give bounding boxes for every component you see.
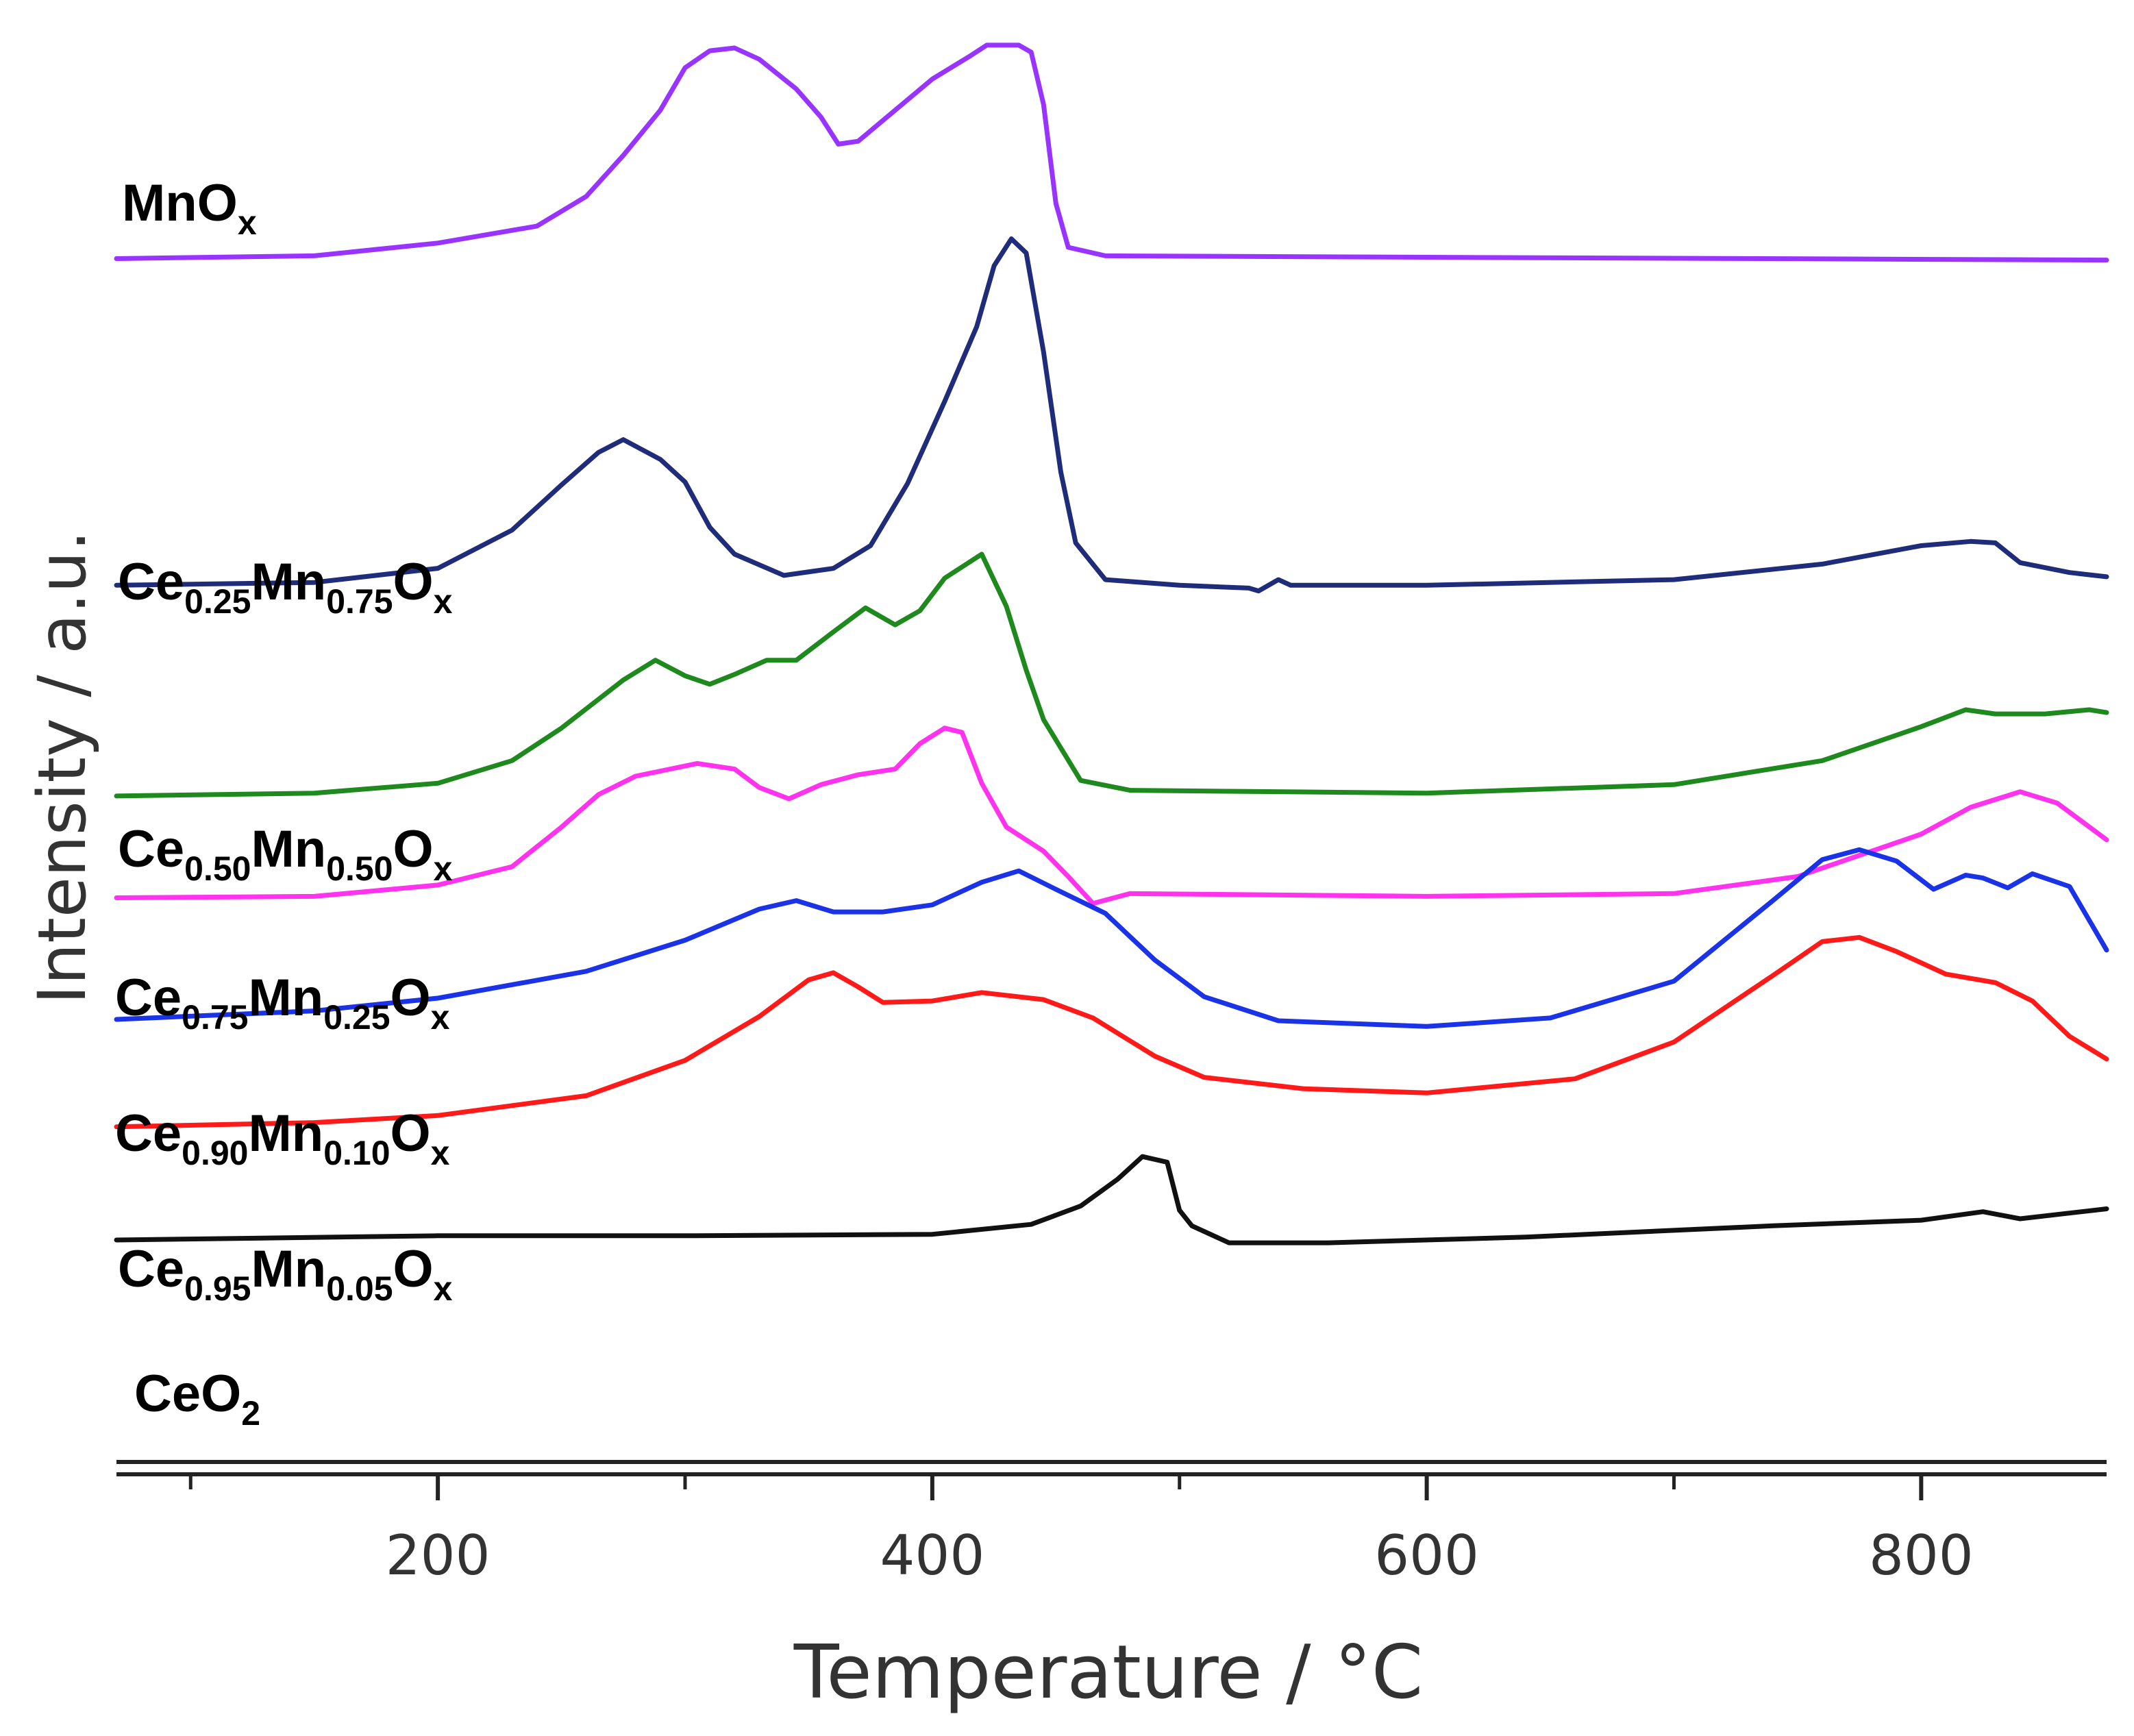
label-base: O <box>390 1104 431 1163</box>
label-subscript: x <box>431 998 450 1037</box>
series-label-ce075: Ce0.75Mn0.25Ox <box>115 969 450 1037</box>
label-base: Ce <box>118 1240 184 1298</box>
label-base: Ce <box>118 553 184 611</box>
series-label-ce090: Ce0.90Mn0.10Ox <box>115 1104 450 1172</box>
label-subscript: 0.50 <box>326 850 393 888</box>
label-subscript: x <box>434 1269 453 1308</box>
series-line-ceo2 <box>114 1154 2109 1245</box>
label-subscript: 0.50 <box>184 850 251 888</box>
label-base: O <box>390 969 431 1027</box>
x-tick-label: 600 <box>1374 1524 1479 1587</box>
label-subscript: 0.10 <box>323 1134 390 1172</box>
series-label-ce095: Ce0.95Mn0.05Ox <box>118 1240 453 1308</box>
label-subscript: x <box>431 1134 450 1172</box>
label-subscript: x <box>434 850 453 888</box>
label-subscript: 0.90 <box>182 1134 248 1172</box>
label-subscript: 0.75 <box>182 998 248 1037</box>
label-subscript: 0.25 <box>323 998 390 1037</box>
series-label-ceo2: CeO2 <box>134 1365 260 1433</box>
series-line-ce075 <box>114 726 2109 906</box>
x-tick-label: 800 <box>1869 1524 1974 1587</box>
series-group <box>114 42 2109 1245</box>
series-line-ce025 <box>114 236 2109 594</box>
label-base: Ce <box>115 969 182 1027</box>
x-tick-label: 200 <box>386 1524 491 1587</box>
label-base: Mn <box>248 969 323 1027</box>
label-subscript: x <box>434 582 453 621</box>
label-base: O <box>393 820 434 878</box>
label-base: O <box>393 553 434 611</box>
label-base: MnO <box>122 174 238 232</box>
series-line-ce090 <box>114 847 2109 1029</box>
series-line-ce095 <box>114 934 2109 1130</box>
label-base: Ce <box>118 820 184 878</box>
label-subscript: 0.05 <box>326 1269 393 1308</box>
y-axis-label: Intensity / a.u. <box>24 530 101 1004</box>
series-line-ce050 <box>114 551 2109 799</box>
label-base: Mn <box>248 1104 323 1163</box>
x-axis-label: Temperature / °C <box>793 1630 1424 1715</box>
label-subscript: 2 <box>241 1394 260 1433</box>
series-label-ce050: Ce0.50Mn0.50Ox <box>118 820 453 888</box>
label-subscript: 0.75 <box>326 582 393 621</box>
label-subscript: 0.25 <box>184 582 251 621</box>
label-subscript: x <box>238 203 257 242</box>
label-base: Mn <box>251 553 326 611</box>
series-line-mnox <box>114 42 2109 263</box>
series-label-ce025: Ce0.25Mn0.75Ox <box>118 553 453 621</box>
label-base: Ce <box>115 1104 182 1163</box>
label-base: O <box>393 1240 434 1298</box>
x-axis: 200 400 600 800 <box>116 1460 2107 1587</box>
series-labels: MnOxCe0.25Mn0.75OxCe0.50Mn0.50OxCe0.75Mn… <box>115 174 453 1433</box>
label-subscript: 0.95 <box>184 1269 251 1308</box>
label-base: Mn <box>251 1240 326 1298</box>
series-label-mnox: MnOx <box>122 174 257 242</box>
label-base: CeO <box>134 1365 241 1423</box>
label-base: Mn <box>251 820 326 878</box>
x-tick-label: 400 <box>880 1524 985 1587</box>
